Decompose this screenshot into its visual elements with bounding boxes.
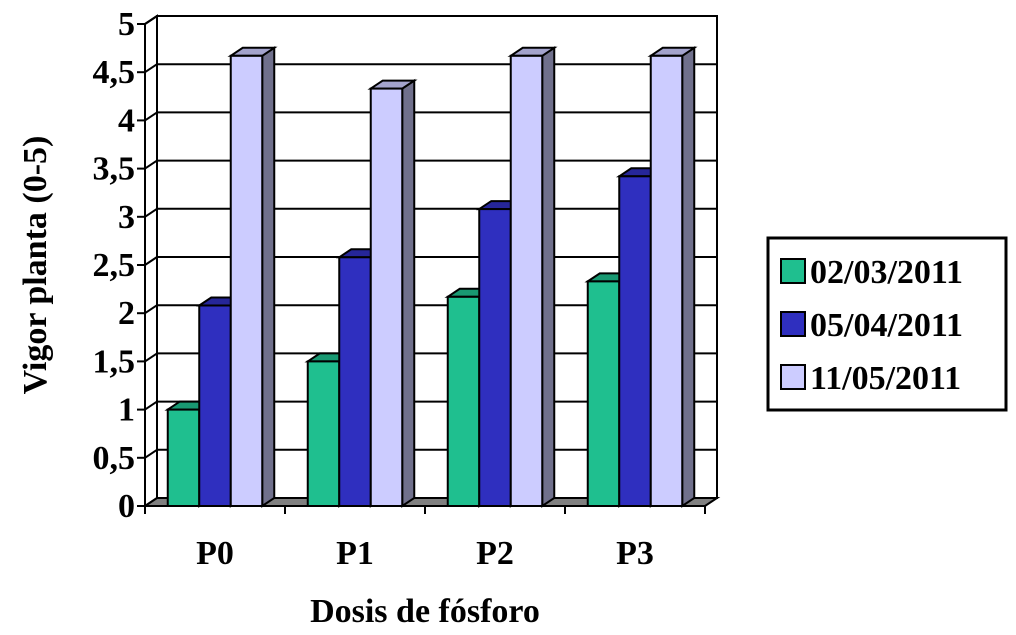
- legend: 02/03/2011 05/04/2011 11/05/2011: [766, 236, 1008, 412]
- bar: [227, 45, 278, 508]
- x-tick-labels: P0 P1 P2 P3: [144, 506, 706, 572]
- y-tick-label: 2,5: [93, 247, 136, 284]
- gridline-side: [144, 352, 158, 363]
- y-tick-label: 3,5: [93, 151, 136, 188]
- bar: [367, 78, 418, 508]
- bar-front: [509, 54, 544, 507]
- x-tick-label: P2: [476, 535, 514, 572]
- bar-front: [618, 175, 652, 507]
- legend-label: 02/03/2011: [810, 254, 963, 291]
- gridline-side: [144, 400, 158, 411]
- legend-swatch: [780, 311, 806, 337]
- x-tick-label: P3: [616, 535, 654, 572]
- bar-front: [478, 208, 512, 507]
- y-tick-label: 4: [118, 102, 135, 139]
- x-axis-title: Dosis de fósforo: [310, 593, 540, 630]
- legend-label: 05/04/2011: [810, 307, 963, 344]
- gridline-side: [144, 111, 158, 122]
- bar-side: [541, 45, 556, 508]
- bar-front: [369, 87, 404, 507]
- y-tick-labels: 0 0,5 1 1,5 2 2,5 3 3,5 4 4,5 5: [93, 6, 136, 525]
- y-tick-label: 1,5: [93, 343, 136, 380]
- y-tick-label: 5: [118, 6, 135, 43]
- gridline-side: [144, 448, 158, 459]
- bar-side: [681, 45, 696, 508]
- bar-front: [198, 304, 232, 507]
- bar-front: [338, 256, 372, 507]
- bar-front: [306, 360, 341, 507]
- y-axis-title: Vigor planta (0-5): [17, 136, 54, 395]
- gridline-side: [144, 207, 158, 218]
- gridline-side: [144, 304, 158, 315]
- bars: [164, 45, 698, 508]
- x-tick-label: P1: [336, 535, 374, 572]
- y-tick-label: 0,5: [93, 440, 136, 477]
- y-tick-label: 3: [118, 199, 135, 236]
- legend-swatch: [780, 258, 806, 284]
- gridline-side: [144, 256, 158, 266]
- legend-swatch: [780, 364, 806, 390]
- bar-front: [446, 295, 481, 508]
- bar-front: [229, 54, 264, 507]
- gridline-side: [144, 15, 158, 25]
- gridline-side: [144, 159, 158, 170]
- y-tick-label: 0: [118, 488, 135, 525]
- y-tick-label: 1: [118, 392, 135, 429]
- x-tick-label: P0: [196, 535, 234, 572]
- gridline-side: [144, 63, 158, 74]
- y-tick-label: 2: [118, 295, 135, 332]
- legend-box: [766, 236, 1008, 412]
- y-tick-label: 4,5: [93, 54, 136, 91]
- bar-side: [401, 78, 416, 508]
- bar-front: [586, 280, 621, 507]
- bar: [507, 45, 558, 508]
- bar: [647, 45, 698, 508]
- bar-front: [166, 408, 201, 508]
- bar-front: [649, 54, 684, 507]
- bar-side: [261, 45, 276, 508]
- legend-label: 11/05/2011: [810, 360, 961, 397]
